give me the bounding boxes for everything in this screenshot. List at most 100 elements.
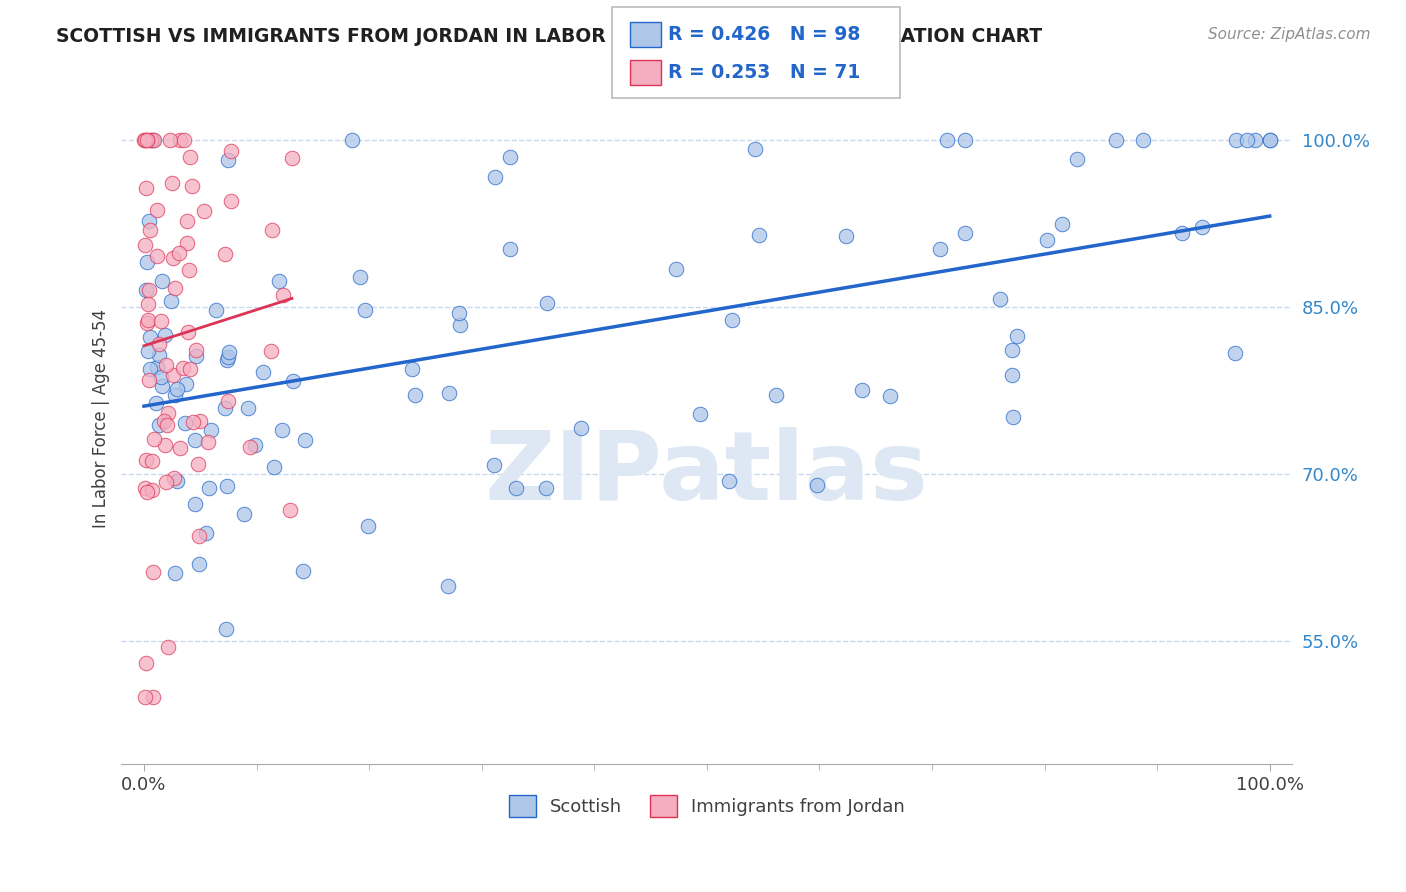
Point xyxy=(150,314,173,328)
Point xyxy=(155,475,177,489)
Point xyxy=(193,204,215,219)
Point xyxy=(252,365,274,379)
Point xyxy=(174,416,197,430)
Point xyxy=(215,479,238,493)
Point xyxy=(194,525,217,540)
Point xyxy=(148,348,170,362)
Point xyxy=(236,401,259,416)
Point xyxy=(1244,133,1267,147)
Point xyxy=(271,424,294,438)
Point xyxy=(439,386,461,401)
Point xyxy=(273,287,295,301)
Point xyxy=(1258,133,1281,147)
Point xyxy=(148,418,170,433)
Point xyxy=(232,507,254,521)
Point xyxy=(243,437,266,451)
Point xyxy=(150,379,173,393)
Point xyxy=(721,313,744,327)
Point xyxy=(169,246,191,260)
Point xyxy=(571,421,593,435)
Point xyxy=(263,460,285,475)
Point xyxy=(689,407,711,421)
Point xyxy=(718,474,741,488)
Point xyxy=(173,133,195,147)
Point xyxy=(150,274,173,288)
Point xyxy=(281,374,304,388)
Point xyxy=(176,235,198,250)
Point xyxy=(505,481,527,495)
Point xyxy=(1225,133,1247,147)
Point xyxy=(138,373,160,387)
Point xyxy=(165,388,187,402)
Point xyxy=(156,417,179,432)
Point xyxy=(172,360,194,375)
Point xyxy=(156,640,179,655)
Point xyxy=(187,557,209,571)
Point xyxy=(136,255,159,269)
Point xyxy=(340,133,363,147)
Point xyxy=(139,329,162,343)
Point xyxy=(134,133,156,147)
Point xyxy=(806,478,828,492)
Point xyxy=(349,269,371,284)
Point xyxy=(138,283,160,297)
Point xyxy=(198,481,221,495)
Point xyxy=(139,133,162,147)
Point xyxy=(215,622,238,636)
Point xyxy=(136,485,159,500)
Point xyxy=(281,151,304,165)
Point xyxy=(153,438,176,452)
Point xyxy=(169,441,191,455)
Point xyxy=(136,316,159,330)
Point xyxy=(1236,133,1258,147)
Point xyxy=(136,297,159,311)
Text: ZIPatlas: ZIPatlas xyxy=(485,427,929,520)
Point xyxy=(219,145,242,159)
Point xyxy=(1002,410,1025,425)
Point xyxy=(200,423,222,437)
Point xyxy=(141,453,163,467)
Point xyxy=(955,133,977,147)
Point xyxy=(484,170,506,185)
Point xyxy=(356,519,378,533)
Point xyxy=(162,251,184,265)
Point xyxy=(291,564,314,578)
Point xyxy=(135,181,157,195)
Y-axis label: In Labor Force | Age 45-54: In Labor Force | Age 45-54 xyxy=(93,309,110,528)
Point xyxy=(1258,133,1281,147)
Point xyxy=(482,458,505,472)
Point xyxy=(169,133,191,147)
Point xyxy=(935,133,957,147)
Point xyxy=(152,414,174,428)
Point xyxy=(217,393,239,408)
Point xyxy=(851,383,873,397)
Point xyxy=(204,303,226,318)
Point xyxy=(190,414,212,428)
Point xyxy=(159,133,181,147)
Point xyxy=(166,474,188,488)
Point xyxy=(179,149,201,163)
Point xyxy=(174,376,197,391)
Point xyxy=(404,388,426,402)
Point xyxy=(1066,153,1088,167)
Point xyxy=(166,382,188,396)
Point xyxy=(146,202,169,217)
Point xyxy=(834,228,856,243)
Point xyxy=(160,293,183,308)
Point xyxy=(135,453,157,467)
Point xyxy=(353,302,375,317)
Point xyxy=(221,194,243,209)
Point xyxy=(184,343,207,357)
Point xyxy=(1104,133,1126,147)
Point xyxy=(136,133,159,147)
Point xyxy=(1170,227,1192,241)
Point xyxy=(138,312,160,326)
Point xyxy=(138,222,160,236)
Point xyxy=(162,368,184,383)
Point xyxy=(1036,233,1059,247)
Point xyxy=(134,690,156,704)
Point xyxy=(1132,133,1154,147)
Point xyxy=(155,359,177,373)
Point xyxy=(157,406,180,420)
Point xyxy=(139,133,162,147)
